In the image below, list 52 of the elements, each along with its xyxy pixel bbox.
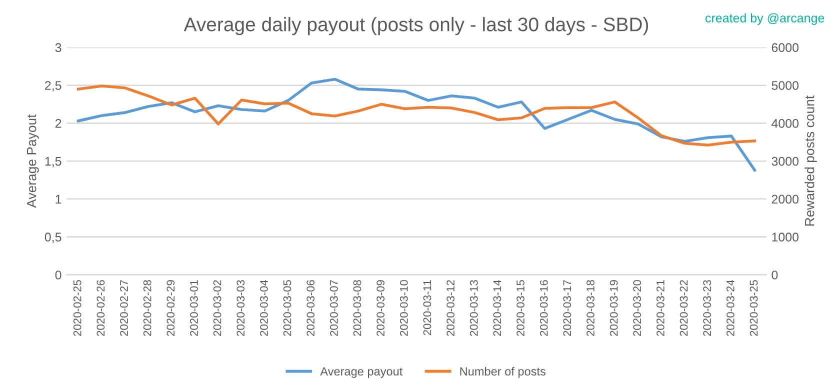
x-tick-label: 2020-03-04 (260, 280, 268, 336)
x-tick-label: 2020-03-24 (726, 280, 734, 336)
x-tick-label: 2020-03-17 (563, 280, 572, 336)
x-tick-label: 2020-03-13 (470, 280, 478, 336)
text: created by @arcange (706, 13, 824, 25)
x-tick-label: 2020-02-27 (120, 280, 128, 336)
legend-label: Number of posts (460, 366, 546, 378)
y-tick-label: 3 (55, 43, 62, 52)
x-tick-label: 2020-03-08 (353, 280, 362, 336)
x-tick-label: 2020-03-06 (306, 280, 315, 336)
x-tick-label: 2020-03-19 (610, 280, 618, 336)
x-tick-label: 2020-03-23 (703, 280, 712, 336)
x-tick-label: 2020-02-25 (73, 280, 82, 336)
y-axis-title: Average Payout (27, 114, 39, 208)
x-tick-label: 2020-03-03 (236, 280, 245, 336)
x-tick-label: 2020-03-25 (750, 280, 758, 336)
y2-tick-label: 4000 (772, 118, 799, 128)
y-tick-label: 0 (55, 270, 62, 280)
x-tick-label: 2020-03-14 (493, 280, 502, 336)
line-series (76, 84, 756, 147)
x-tick-label: 2020-03-10 (400, 280, 408, 336)
y2-tick-label: 6000 (772, 43, 799, 52)
y2-tick-label: 2000 (772, 194, 799, 204)
y-tick-label: 1 (56, 194, 62, 204)
x-tick-label: 2020-02-26 (96, 280, 105, 336)
chart-title: Average daily payout (posts only - last 30 days - SBD) (184, 17, 648, 36)
y2-axis-title: Rewarded posts count (804, 96, 817, 226)
y-tick-label: 2,5 (45, 81, 62, 92)
y2-tick-label: 3000 (772, 156, 799, 166)
x-tick-label: 2020-02-29 (166, 280, 175, 336)
y-tick-label: 1,5 (45, 157, 62, 168)
x-tick-label: 2020-03-05 (283, 280, 292, 336)
y2-tick-label: 5000 (772, 81, 799, 90)
y-tick-label: 0,5 (44, 232, 62, 244)
x-tick-label: 2020-03-15 (516, 280, 524, 336)
x-tick-label: 2020-02-28 (143, 280, 152, 336)
y-tick-label: 2 (55, 118, 62, 128)
y2-tick-label: 0 (772, 270, 778, 280)
x-tick-label: 2020-03-07 (330, 280, 338, 336)
x-tick-label: 2020-03-02 (213, 280, 222, 336)
x-tick-label: 2020-03-21 (656, 280, 664, 336)
x-tick-label: 2020-03-18 (586, 280, 594, 336)
x-tick-label: 2020-03-16 (540, 280, 548, 336)
y2-tick-label: 1000 (772, 232, 799, 242)
x-tick-label: 2020-03-09 (376, 280, 384, 336)
x-tick-label: 2020-03-22 (680, 280, 688, 336)
line-series (76, 78, 756, 172)
x-tick-label: 2020-03-12 (446, 280, 454, 336)
x-tick-label: 2020-03-11 (423, 280, 432, 336)
x-tick-label: 2020-03-01 (190, 280, 198, 336)
legend-label: Average payout (320, 367, 403, 378)
x-tick-label: 2020-03-20 (633, 280, 642, 336)
